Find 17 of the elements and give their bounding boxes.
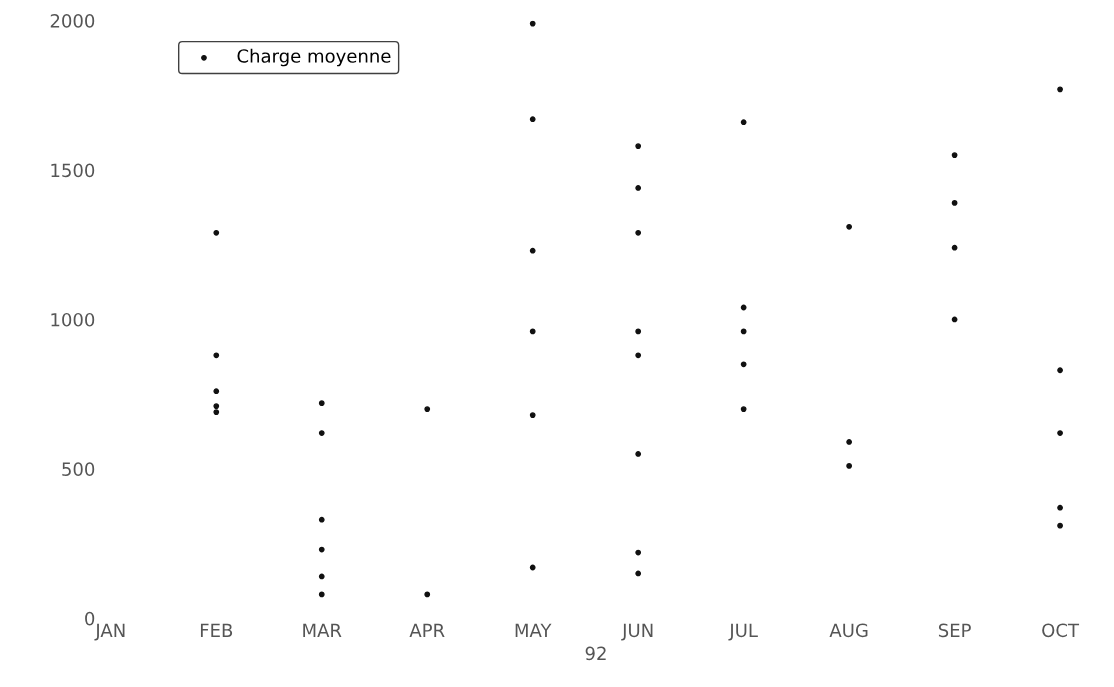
y-tick-label: 1000 xyxy=(51,312,95,327)
x-tick-label: MAR xyxy=(303,623,342,637)
x-tick-label: JAN xyxy=(94,623,125,641)
x-tick-label: JUL xyxy=(728,623,758,641)
y-tick-label: 0 xyxy=(85,611,95,626)
legend-label: Charge moyenne xyxy=(237,48,391,67)
x-axis-title: 92 xyxy=(585,646,606,661)
x-tick-label: JUN xyxy=(621,623,653,641)
x-tick-label: FEB xyxy=(200,623,233,637)
x-tick-label: MAY xyxy=(515,623,552,637)
x-tick-label: AUG xyxy=(829,623,868,638)
y-tick-label: 1500 xyxy=(51,163,95,178)
x-tick-label: APR xyxy=(409,623,445,637)
x-tick-label: SEP xyxy=(938,623,971,638)
y-tick-label: 2000 xyxy=(50,14,95,28)
y-tick-label: 500 xyxy=(62,462,95,476)
x-tick-label: OCT xyxy=(1042,623,1080,638)
